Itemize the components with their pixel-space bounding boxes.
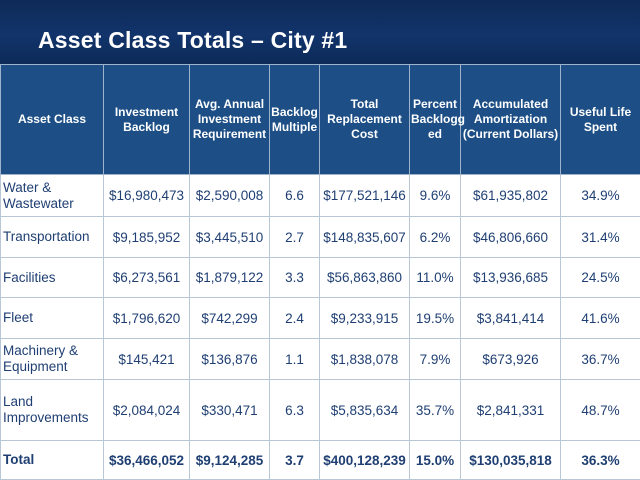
useful-life-spent-cell: 31.4%: [560, 216, 640, 258]
asset-class-cell: Facilities: [0, 257, 104, 298]
backlog-multiple-cell: 2.7: [269, 216, 320, 258]
total-replacement-cost-cell: $1,838,078: [319, 338, 410, 380]
avg-annual-investment-cell: $1,879,122: [189, 257, 270, 298]
avg-annual-investment-cell: $2,590,008: [189, 174, 270, 217]
investment-backlog-cell: $2,084,024: [103, 379, 190, 441]
accumulated-amortization-cell: $2,841,331: [460, 379, 561, 441]
avg-annual-investment-cell: $742,299: [189, 297, 270, 339]
total-label: Total: [0, 440, 104, 480]
total-replacement-cost-cell: $148,835,607: [319, 216, 410, 258]
accumulated-amortization-cell: $13,936,685: [460, 257, 561, 298]
asset-class-cell: Water & Wastewater: [0, 174, 104, 217]
percent-backlogged-cell: 19.5%: [409, 297, 461, 339]
percent-backlogged-cell: 6.2%: [409, 216, 461, 258]
title-bar: Asset Class Totals – City #1: [0, 0, 640, 64]
avg-annual-investment-cell: $330,471: [189, 379, 270, 441]
header-backlog-multiple: Backlog Multiple: [269, 64, 320, 175]
percent-backlogged-cell: 7.9%: [409, 338, 461, 380]
header-asset-class: Asset Class: [0, 64, 104, 175]
accumulated-amortization-cell: $673,926: [460, 338, 561, 380]
accumulated-amortization-cell: $46,806,660: [460, 216, 561, 258]
asset-class-table: Asset Class Investment Backlog Avg. Annu…: [0, 64, 640, 480]
table-row: Fleet $1,796,620 $742,299 2.4 $9,233,915…: [0, 297, 640, 339]
asset-class-cell: Transportation: [0, 216, 104, 258]
avg-annual-investment-cell: $3,445,510: [189, 216, 270, 258]
total-replacement-cost-cell: $5,835,634: [319, 379, 410, 441]
asset-class-cell: Fleet: [0, 297, 104, 339]
total-backlog-multiple: 3.7: [269, 440, 320, 480]
total-replacement-cost: $400,128,239: [319, 440, 410, 480]
percent-backlogged-cell: 35.7%: [409, 379, 461, 441]
investment-backlog-cell: $145,421: [103, 338, 190, 380]
total-investment-backlog: $36,466,052: [103, 440, 190, 480]
backlog-multiple-cell: 1.1: [269, 338, 320, 380]
total-replacement-cost-cell: $56,863,860: [319, 257, 410, 298]
useful-life-spent-cell: 41.6%: [560, 297, 640, 339]
asset-class-cell: Machinery & Equipment: [0, 338, 104, 380]
backlog-multiple-cell: 6.6: [269, 174, 320, 217]
accumulated-amortization-cell: $61,935,802: [460, 174, 561, 217]
investment-backlog-cell: $9,185,952: [103, 216, 190, 258]
investment-backlog-cell: $1,796,620: [103, 297, 190, 339]
header-row: Asset Class Investment Backlog Avg. Annu…: [0, 64, 640, 175]
total-avg-annual-investment: $9,124,285: [189, 440, 270, 480]
useful-life-spent-cell: 24.5%: [560, 257, 640, 298]
header-percent-backlogged: Percent Backlogg ed: [409, 64, 465, 175]
backlog-multiple-cell: 2.4: [269, 297, 320, 339]
total-percent-backlogged: 15.0%: [409, 440, 461, 480]
table-row: Land Improvements $2,084,024 $330,471 6.…: [0, 379, 640, 441]
table-row: Transportation $9,185,952 $3,445,510 2.7…: [0, 216, 640, 258]
total-useful-life-spent: 36.3%: [560, 440, 640, 480]
useful-life-spent-cell: 34.9%: [560, 174, 640, 217]
useful-life-spent-cell: 48.7%: [560, 379, 640, 441]
investment-backlog-cell: $6,273,561: [103, 257, 190, 298]
total-accumulated-amortization: $130,035,818: [460, 440, 561, 480]
table-row: Machinery & Equipment $145,421 $136,876 …: [0, 338, 640, 380]
header-useful-life-spent: Useful Life Spent: [560, 64, 640, 175]
avg-annual-investment-cell: $136,876: [189, 338, 270, 380]
table-row: Water & Wastewater $16,980,473 $2,590,00…: [0, 174, 640, 217]
useful-life-spent-cell: 36.7%: [560, 338, 640, 380]
percent-backlogged-cell: 11.0%: [409, 257, 461, 298]
header-accumulated-amortization: Accumulated Amortization (Current Dollar…: [460, 64, 561, 175]
total-replacement-cost-cell: $177,521,146: [319, 174, 410, 217]
percent-backlogged-cell: 9.6%: [409, 174, 461, 217]
header-total-replacement-cost: Total Replacement Cost: [319, 64, 410, 175]
header-investment-backlog: Investment Backlog: [103, 64, 190, 175]
table-row: Facilities $6,273,561 $1,879,122 3.3 $56…: [0, 257, 640, 298]
asset-class-cell: Land Improvements: [0, 379, 104, 441]
header-avg-annual-investment: Avg. Annual Investment Requirement: [189, 64, 270, 175]
backlog-multiple-cell: 3.3: [269, 257, 320, 298]
slide-title: Asset Class Totals – City #1: [38, 27, 348, 53]
investment-backlog-cell: $16,980,473: [103, 174, 190, 217]
total-row: Total $36,466,052 $9,124,285 3.7 $400,12…: [0, 440, 640, 480]
accumulated-amortization-cell: $3,841,414: [460, 297, 561, 339]
total-replacement-cost-cell: $9,233,915: [319, 297, 410, 339]
backlog-multiple-cell: 6.3: [269, 379, 320, 441]
